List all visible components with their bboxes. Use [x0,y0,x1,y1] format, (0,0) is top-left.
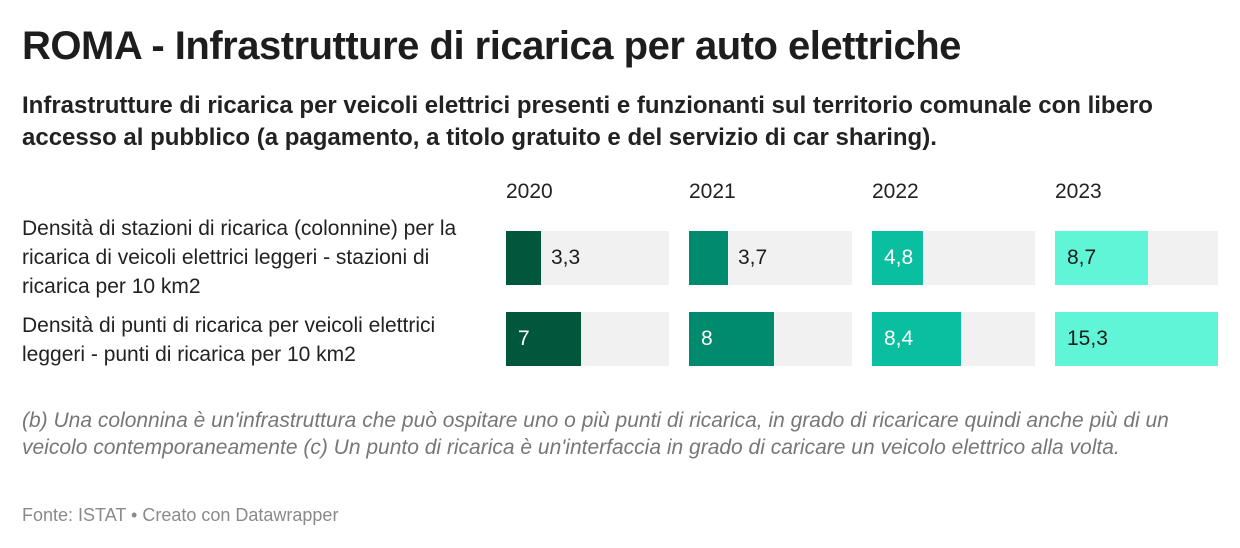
bar-track: 3,7 [689,231,852,285]
bar [689,231,728,285]
bar [1055,231,1148,285]
bar-track: 7 [506,312,669,366]
bar [506,231,541,285]
row-label-stazioni: Densità di stazioni di ricarica (colonni… [22,217,457,298]
data-label: 8 [701,327,713,350]
column-header-2020: 2020 [506,180,553,203]
chart-title: ROMA - Infrastrutture di ricarica per au… [22,24,961,68]
footnotes: (b) Una colonnina è un'infrastruttura ch… [22,409,1169,459]
column-header-2023: 2023 [1055,180,1102,203]
chart-subtitle: Infrastrutture di ricarica per veicoli e… [22,92,1153,151]
bar-track: 8,4 [872,312,1035,366]
column-header-2022: 2022 [872,180,919,203]
bar [506,312,581,366]
source-credit: Fonte: ISTAT • Creato con Datawrapper [22,505,339,525]
bar [872,231,923,285]
column-header-2021: 2021 [689,180,736,203]
row-label-punti: Densità di punti di ricarica per veicoli… [22,314,436,366]
bar-track: 4,8 [872,231,1035,285]
bar-track: 3,3 [506,231,669,285]
data-label: 8,4 [884,327,914,350]
data-label: 8,7 [1067,246,1097,269]
bar [872,312,961,366]
bar [1055,312,1218,366]
data-label: 7 [518,327,530,350]
bar-track: 15,3 [1055,312,1218,366]
data-label: 3,3 [551,246,581,269]
bar-track: 8 [689,312,852,366]
bar [689,312,774,366]
data-label: 15,3 [1067,327,1108,350]
data-label: 3,7 [738,246,768,269]
bar-track: 8,7 [1055,231,1218,285]
data-label: 4,8 [884,246,914,269]
